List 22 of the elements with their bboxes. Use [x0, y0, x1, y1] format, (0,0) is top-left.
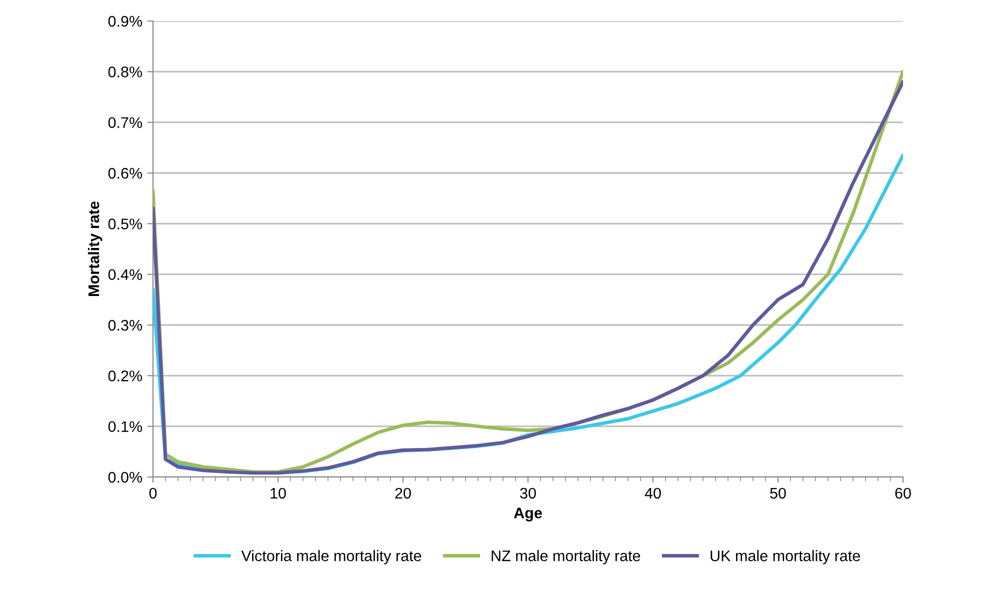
- y-tick-label: 0.6%: [108, 168, 142, 179]
- y-tick-label: 0.8%: [108, 66, 142, 78]
- x-tick-label: 30: [520, 488, 536, 499]
- y-tick-label: 0.5%: [108, 218, 142, 230]
- x-tick-label: 20: [395, 488, 411, 499]
- y-tick-label: 0.7%: [108, 117, 142, 128]
- y-tick-label: 0.3%: [108, 320, 142, 331]
- x-tick-label: 50: [770, 488, 786, 499]
- legend-label: UK male mortality rate: [710, 550, 860, 564]
- y-tick-label: 0.1%: [108, 421, 142, 432]
- y-tick-label: 0.9%: [108, 16, 142, 27]
- y-tick-label: 0.4%: [108, 269, 142, 280]
- x-tick-label: 10: [270, 488, 286, 499]
- legend-label: NZ male mortality rate: [492, 550, 640, 564]
- x-tick-label: 0: [149, 488, 157, 499]
- y-axis-title: Mortality rate: [88, 202, 102, 296]
- x-tick-label: 40: [644, 488, 661, 499]
- y-tick-label: 0.2%: [108, 370, 142, 382]
- legend-label: Victoria male mortality rate: [241, 550, 422, 564]
- x-axis-title: Age: [514, 508, 542, 522]
- x-tick-label: 60: [895, 488, 911, 499]
- y-tick-label: 0.0%: [108, 472, 142, 483]
